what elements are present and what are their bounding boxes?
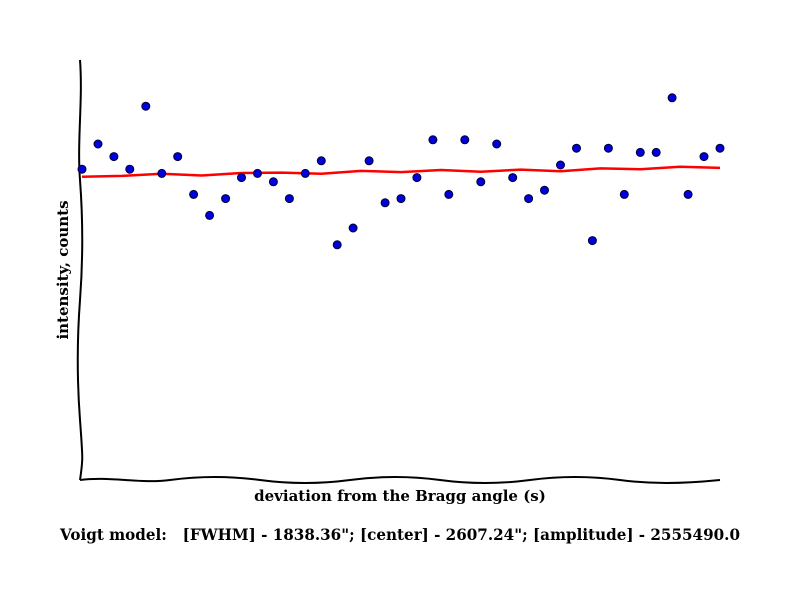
y-axis-label: intensity, counts (54, 200, 72, 339)
data-point (428, 135, 438, 145)
y-axis-line (76, 59, 84, 481)
data-point (412, 173, 422, 183)
data-point (221, 194, 231, 204)
data-point (173, 152, 183, 162)
x-axis-label: deviation from the Bragg angle (s) (254, 487, 546, 505)
data-point (396, 194, 406, 204)
data-point (524, 194, 534, 204)
x-axis-line (79, 476, 721, 484)
data-point (348, 223, 358, 233)
data-point (380, 198, 390, 208)
data-point (572, 143, 581, 153)
data-point (460, 135, 470, 145)
data-point (205, 210, 215, 220)
data-point (364, 156, 374, 166)
data-point (284, 194, 294, 204)
data-point (444, 189, 454, 199)
data-point (77, 164, 87, 174)
data-point (587, 236, 597, 246)
data-point (93, 139, 103, 149)
data-point (125, 164, 135, 174)
data-point (141, 101, 151, 111)
data-point (508, 173, 518, 183)
data-point (492, 139, 502, 149)
data-point (189, 189, 199, 199)
data-point (715, 143, 725, 153)
fit-caption: Voigt model: [FWHM] - 1838.36"; [center]… (59, 525, 740, 544)
data-point (268, 177, 278, 187)
data-point (667, 93, 677, 103)
data-point (253, 168, 262, 178)
data-point (316, 156, 326, 166)
data-point (540, 185, 549, 195)
data-point (157, 168, 167, 178)
data-point (109, 152, 119, 162)
data-point (651, 147, 661, 157)
data-point (619, 189, 629, 199)
data-point (699, 152, 709, 162)
data-point (300, 168, 310, 178)
data-point (603, 143, 613, 153)
data-point (635, 147, 645, 157)
data-point (237, 173, 246, 183)
data-point (332, 240, 342, 250)
data-point (683, 189, 693, 199)
fit-curve-line (81, 165, 721, 179)
data-point (556, 160, 565, 170)
data-point (476, 177, 486, 187)
